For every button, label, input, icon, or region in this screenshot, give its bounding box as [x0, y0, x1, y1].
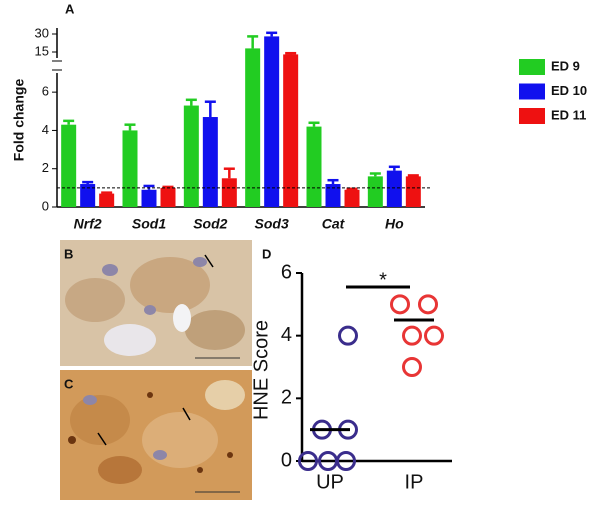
y-tick-label: 30	[35, 25, 49, 40]
bar	[245, 48, 261, 208]
bar	[344, 189, 360, 207]
y-tick-label: 0	[281, 449, 292, 471]
legend-swatch	[519, 83, 545, 100]
bar	[141, 189, 157, 207]
panel-label: A	[65, 1, 75, 16]
bar	[386, 170, 402, 207]
y-axis-label: Fold change	[11, 79, 27, 162]
bar	[367, 176, 383, 207]
panel-label: D	[262, 246, 271, 261]
panel-label: C	[64, 376, 74, 391]
data-point	[336, 451, 356, 471]
data-point	[402, 325, 422, 346]
data-point	[338, 325, 358, 346]
y-tick-label: 15	[35, 43, 49, 58]
y-axis-label: HNE Score	[250, 320, 272, 420]
x-tick-label: UP	[316, 471, 344, 493]
bar	[99, 193, 115, 207]
data-point	[390, 294, 410, 315]
y-tick-label: 6	[42, 84, 49, 99]
y-tick-label: 0	[42, 198, 49, 213]
legend-swatch	[519, 59, 545, 75]
y-tick-label: 2	[281, 387, 292, 409]
bar	[202, 117, 218, 207]
bar	[264, 36, 280, 208]
y-tick-label: 2	[42, 160, 49, 175]
x-tick-label: IP	[405, 471, 424, 493]
panel-label: B	[64, 246, 73, 261]
x-tick-label: Sod1	[132, 216, 166, 232]
legend-label: ED 9	[551, 58, 580, 73]
bar	[283, 54, 299, 208]
x-tick-label: Nrf2	[74, 216, 102, 232]
y-tick-label: 6	[281, 261, 292, 283]
bar	[122, 130, 138, 207]
data-point	[424, 325, 444, 346]
x-tick-label: Cat	[322, 216, 346, 232]
bar	[405, 176, 421, 207]
x-tick-label: Sod2	[193, 216, 227, 232]
bar	[306, 126, 322, 207]
bar	[80, 184, 96, 207]
legend-label: ED 10	[551, 83, 587, 98]
bar	[325, 184, 341, 207]
bar	[221, 178, 237, 207]
micrograph-c	[60, 370, 252, 500]
y-tick-label: 4	[281, 324, 292, 346]
y-tick-label: 4	[42, 122, 49, 137]
legend-label: ED 11	[551, 107, 586, 122]
data-point	[298, 451, 318, 471]
x-tick-label: Sod3	[255, 216, 289, 232]
legend-swatch	[519, 108, 545, 124]
bar	[160, 187, 176, 207]
bar	[61, 124, 77, 207]
data-point	[402, 357, 422, 377]
data-point	[418, 294, 438, 315]
x-tick-label: Ho	[385, 216, 404, 232]
significance-label: *	[379, 269, 387, 291]
bar	[183, 105, 199, 207]
micrograph-b	[60, 240, 252, 366]
